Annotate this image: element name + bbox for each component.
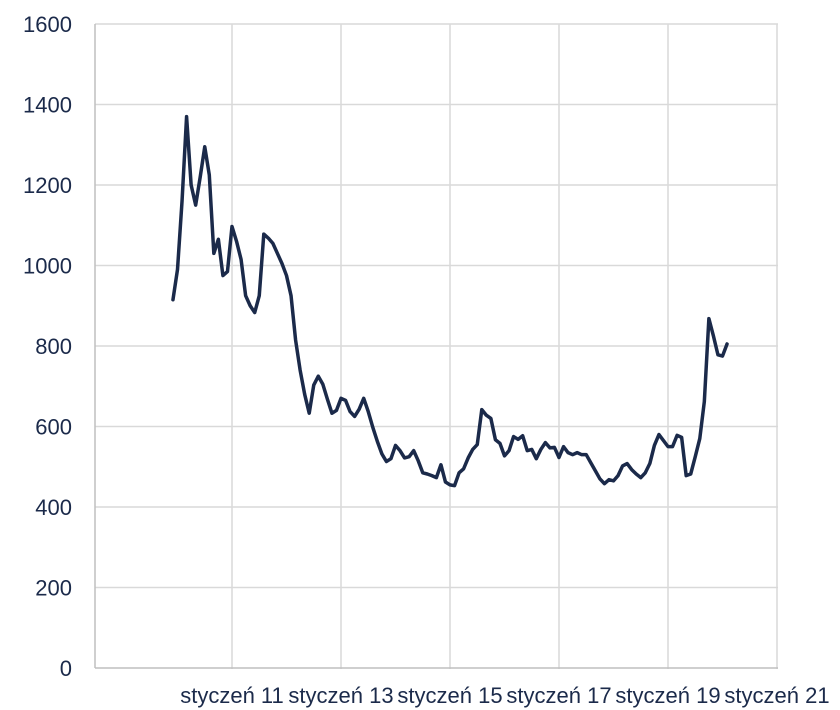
y-tick-label: 0: [60, 656, 72, 681]
x-tick-label: styczeń 13: [288, 683, 393, 708]
vertical-gridlines: [231, 24, 778, 669]
axes: [94, 24, 778, 669]
x-tick-label: styczeń 17: [506, 683, 611, 708]
y-tick-label: 1200: [23, 173, 72, 198]
series-line-0: [171, 114, 729, 488]
x-tick-label: styczeń 19: [615, 683, 720, 708]
y-tick-label: 400: [35, 495, 72, 520]
horizontal-gridlines: [95, 23, 778, 589]
y-axis-tick-labels: 0 200 400 600 800 1000 1200 1400 1600: [23, 12, 72, 681]
y-tick-label: 800: [35, 334, 72, 359]
data-series: [171, 114, 729, 488]
y-tick-label: 1600: [23, 12, 72, 37]
y-tick-label: 1400: [23, 93, 72, 118]
x-tick-label: styczeń 15: [397, 683, 502, 708]
x-axis-tick-labels: styczeń 11 styczeń 13 styczeń 15 styczeń 17…: [180, 683, 829, 708]
x-tick-label: styczeń 11: [180, 683, 284, 708]
y-tick-label: 600: [35, 415, 72, 440]
x-tick-label: styczeń 21: [724, 683, 829, 708]
y-tick-label: 200: [35, 576, 72, 601]
y-tick-label: 1000: [23, 254, 72, 279]
